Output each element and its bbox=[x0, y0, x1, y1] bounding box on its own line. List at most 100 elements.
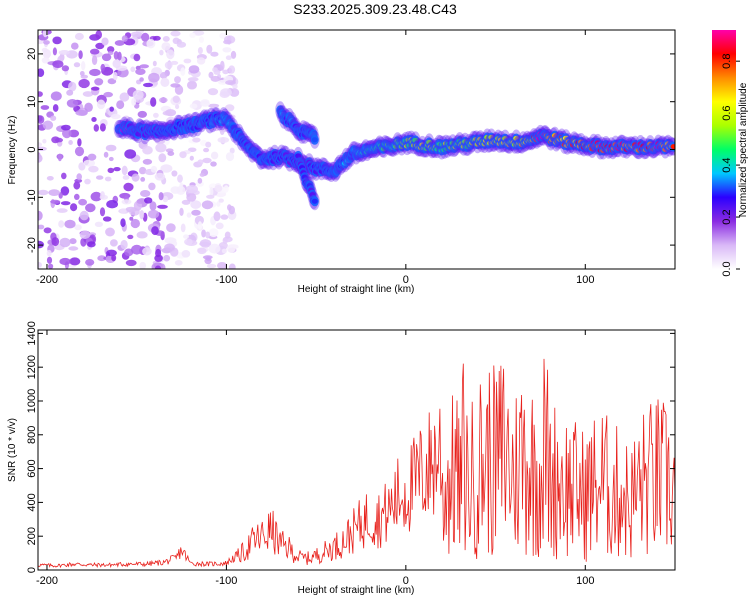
branch-blob-peak bbox=[311, 198, 318, 204]
x-tick-label: -100 bbox=[215, 274, 237, 286]
noise-blob bbox=[109, 106, 114, 112]
noise-blob bbox=[38, 115, 45, 124]
noise-blob bbox=[225, 80, 236, 86]
noise-blob bbox=[191, 209, 201, 216]
noise-blob bbox=[202, 157, 212, 164]
noise-blob bbox=[94, 78, 104, 86]
noise-blob bbox=[213, 211, 221, 222]
spectrogram-y-axis-label: Frequency (Hz) bbox=[7, 116, 18, 185]
noise-blob bbox=[81, 60, 86, 71]
noise-blob bbox=[181, 250, 191, 258]
noise-blob bbox=[225, 55, 232, 60]
noise-blob bbox=[164, 243, 175, 252]
noise-blob bbox=[52, 104, 59, 112]
noise-blob bbox=[197, 159, 204, 165]
noise-blob bbox=[167, 151, 175, 157]
noise-blob bbox=[174, 76, 181, 84]
y-tick-label: 10 bbox=[26, 96, 38, 108]
noise-blob bbox=[210, 51, 219, 57]
noise-blob bbox=[74, 146, 85, 157]
noise-blob bbox=[99, 207, 106, 217]
noise-blob bbox=[88, 165, 99, 173]
snr-y-ticks: 0 200 400 600 800 1000 1200 1400 bbox=[26, 321, 675, 573]
noise-blob bbox=[199, 172, 205, 177]
noise-blob bbox=[175, 104, 180, 110]
noise-blob bbox=[105, 144, 117, 152]
noise-blob bbox=[166, 49, 175, 60]
noise-blob bbox=[132, 89, 144, 100]
noise-blob bbox=[59, 257, 71, 266]
noise-blob bbox=[95, 42, 105, 50]
spectrogram-noise bbox=[38, 30, 240, 269]
noise-blob bbox=[205, 256, 211, 262]
noise-blob bbox=[102, 216, 112, 222]
noise-blob bbox=[103, 151, 109, 158]
snr-x-axis-label: Height of straight line (km) bbox=[298, 585, 415, 596]
noise-blob bbox=[192, 137, 201, 143]
noise-blob bbox=[158, 153, 167, 163]
noise-blob bbox=[188, 65, 200, 74]
noise-blob bbox=[146, 39, 156, 49]
noise-blob bbox=[82, 91, 94, 97]
noise-blob bbox=[73, 62, 81, 68]
noise-blob bbox=[40, 105, 50, 110]
noise-blob bbox=[206, 44, 213, 54]
branch-blob-peak bbox=[295, 153, 302, 159]
noise-blob bbox=[90, 191, 103, 202]
noise-blob bbox=[137, 110, 147, 118]
noise-blob bbox=[162, 36, 170, 42]
noise-blob bbox=[170, 83, 181, 88]
noise-blob bbox=[158, 192, 164, 201]
noise-blob bbox=[106, 200, 118, 209]
noise-blob bbox=[48, 263, 54, 269]
noise-blob bbox=[38, 189, 49, 196]
noise-blob bbox=[222, 69, 229, 75]
noise-blob bbox=[99, 123, 106, 132]
noise-blob bbox=[41, 57, 50, 64]
noise-blob bbox=[155, 143, 167, 153]
noise-blob bbox=[151, 226, 159, 236]
noise-blob bbox=[130, 66, 136, 73]
noise-blob bbox=[70, 203, 78, 212]
x-tick-label: 100 bbox=[576, 274, 594, 286]
noise-blob bbox=[187, 80, 197, 90]
noise-blob bbox=[224, 231, 231, 239]
noise-blob bbox=[46, 256, 53, 264]
noise-blob bbox=[219, 32, 227, 39]
noise-blob bbox=[96, 99, 106, 110]
noise-blob bbox=[61, 172, 67, 180]
noise-blob bbox=[76, 173, 82, 181]
noise-blob bbox=[108, 156, 114, 162]
noise-blob bbox=[95, 30, 102, 40]
colorbar-tick-label: 0.0 bbox=[721, 261, 733, 276]
noise-blob bbox=[94, 221, 103, 227]
noise-blob bbox=[176, 41, 187, 48]
noise-blob bbox=[228, 263, 236, 269]
noise-blob bbox=[41, 47, 48, 53]
noise-blob bbox=[119, 208, 127, 214]
snr-series bbox=[38, 358, 675, 569]
x-tick-label: -200 bbox=[36, 575, 58, 587]
noise-blob bbox=[85, 259, 95, 266]
noise-blob bbox=[110, 113, 121, 120]
noise-blob bbox=[162, 111, 172, 116]
noise-blob bbox=[157, 204, 168, 209]
noise-blob bbox=[61, 65, 70, 72]
noise-blob bbox=[38, 68, 45, 77]
noise-blob bbox=[180, 67, 186, 76]
noise-blob bbox=[43, 40, 50, 45]
noise-blob bbox=[101, 37, 109, 46]
noise-blob bbox=[230, 50, 237, 59]
noise-blob bbox=[220, 60, 225, 71]
noise-blob bbox=[210, 161, 217, 167]
noise-blob bbox=[171, 170, 178, 177]
noise-blob bbox=[56, 208, 68, 213]
noise-blob bbox=[232, 84, 238, 89]
noise-blob bbox=[200, 100, 211, 107]
noise-blob bbox=[139, 261, 147, 269]
noise-blob bbox=[206, 263, 217, 269]
spectrogram-x-ticks: -200 -100 0 100 bbox=[36, 30, 594, 286]
noise-blob bbox=[160, 77, 170, 87]
noise-blob bbox=[183, 58, 192, 64]
